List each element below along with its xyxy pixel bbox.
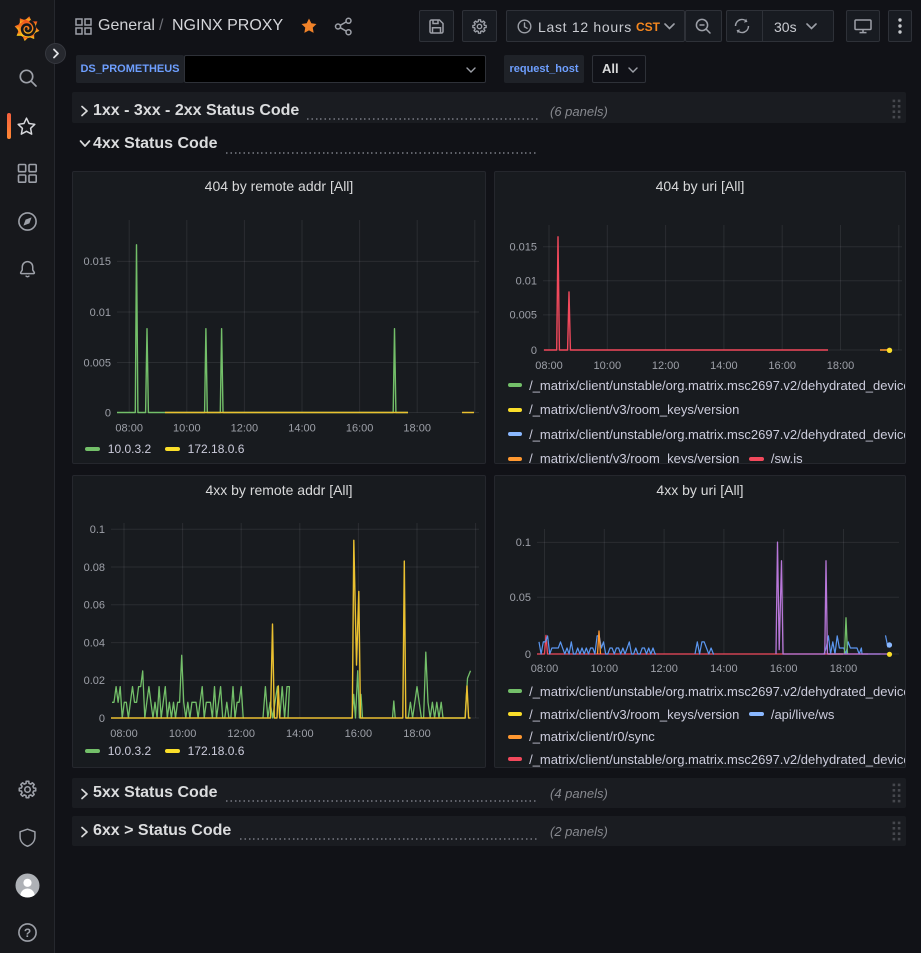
svg-text:12:00: 12:00 [650, 663, 678, 675]
svg-text:08:00: 08:00 [531, 663, 559, 675]
svg-text:0.08: 0.08 [84, 562, 105, 574]
svg-text:0.01: 0.01 [516, 276, 537, 288]
svg-text:16:00: 16:00 [346, 423, 374, 435]
svg-text:0.01: 0.01 [90, 307, 111, 319]
svg-text:0.015: 0.015 [509, 242, 537, 254]
svg-text:12:00: 12:00 [227, 728, 255, 740]
svg-text:16:00: 16:00 [768, 360, 796, 372]
svg-text:?: ? [24, 926, 31, 940]
svg-text:0.1: 0.1 [516, 537, 531, 549]
svg-text:12:00: 12:00 [231, 423, 259, 435]
svg-text:0.005: 0.005 [83, 357, 111, 369]
svg-text:10:00: 10:00 [591, 663, 619, 675]
svg-text:16:00: 16:00 [345, 728, 373, 740]
svg-text:0.04: 0.04 [84, 637, 105, 649]
svg-text:0.06: 0.06 [84, 600, 105, 612]
svg-text:14:00: 14:00 [710, 360, 738, 372]
svg-text:10:00: 10:00 [594, 360, 622, 372]
svg-text:10:00: 10:00 [173, 423, 201, 435]
svg-text:12:00: 12:00 [652, 360, 680, 372]
svg-text:10:00: 10:00 [169, 728, 197, 740]
svg-text:08:00: 08:00 [115, 423, 143, 435]
svg-text:18:00: 18:00 [830, 663, 858, 675]
svg-text:0.005: 0.005 [509, 310, 537, 322]
svg-text:08:00: 08:00 [110, 728, 138, 740]
svg-text:16:00: 16:00 [770, 663, 798, 675]
svg-text:08:00: 08:00 [535, 360, 563, 372]
svg-text:0: 0 [105, 407, 111, 419]
svg-text:0: 0 [531, 345, 537, 357]
svg-text:0.02: 0.02 [84, 675, 105, 687]
svg-text:18:00: 18:00 [403, 423, 431, 435]
svg-text:0: 0 [99, 713, 105, 725]
svg-text:0.1: 0.1 [90, 524, 105, 536]
svg-text:18:00: 18:00 [403, 728, 431, 740]
svg-text:0.015: 0.015 [83, 256, 111, 268]
svg-text:0: 0 [525, 649, 531, 661]
svg-text:0.05: 0.05 [510, 592, 531, 604]
svg-text:14:00: 14:00 [710, 663, 738, 675]
svg-text:14:00: 14:00 [288, 423, 316, 435]
svg-text:18:00: 18:00 [827, 360, 855, 372]
svg-text:14:00: 14:00 [286, 728, 314, 740]
